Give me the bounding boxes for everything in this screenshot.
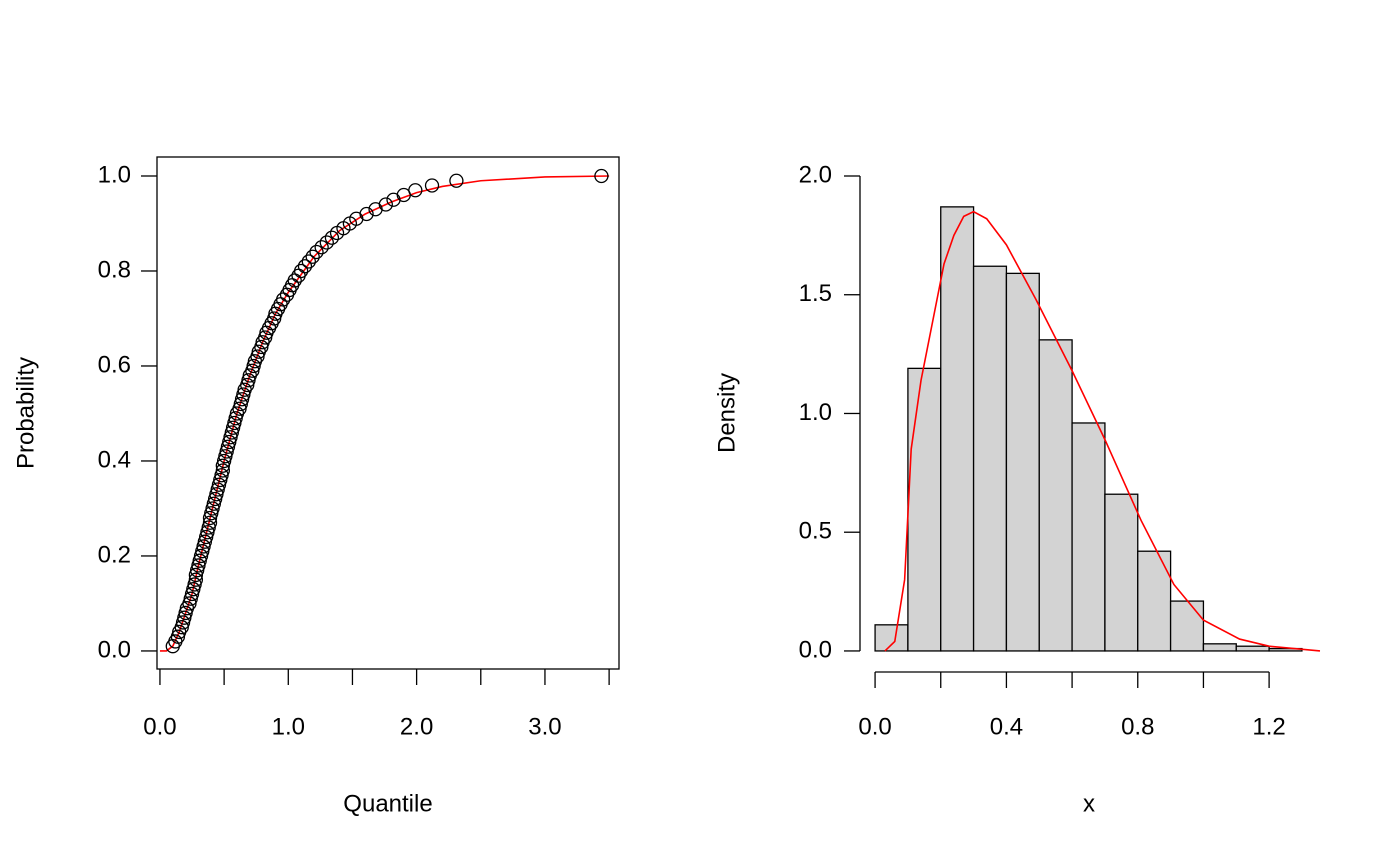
point <box>594 168 609 184</box>
y-tick-label: 0.5 <box>799 518 832 545</box>
bar <box>1137 550 1172 652</box>
y-tick-label: 0.6 <box>98 351 131 378</box>
point <box>359 206 374 222</box>
x-axis-title: x <box>1083 790 1095 817</box>
y-tick-label: 1.0 <box>98 161 131 188</box>
bar <box>1169 600 1205 652</box>
point <box>309 244 324 260</box>
bar <box>1235 645 1270 652</box>
point <box>449 173 464 188</box>
x-tick-label: 1.2 <box>1252 713 1285 740</box>
x-tick-label: 2.0 <box>400 713 433 740</box>
bar <box>1071 422 1106 652</box>
point <box>305 249 320 264</box>
point <box>293 263 309 279</box>
density-curve <box>884 210 1321 652</box>
point <box>378 197 393 212</box>
point <box>319 235 334 250</box>
y-axis-title: Density <box>713 373 740 453</box>
point <box>202 515 218 530</box>
x-tick-label: 1.0 <box>272 713 305 740</box>
x-tick-label: 0.8 <box>1121 713 1154 740</box>
point <box>297 259 313 274</box>
y-axis-title: Probability <box>12 357 39 469</box>
y-tick-label: 0.0 <box>98 636 131 663</box>
bar <box>1202 643 1237 652</box>
point <box>424 178 440 193</box>
bar <box>940 206 975 652</box>
point <box>215 463 230 478</box>
bar <box>1005 272 1040 652</box>
bar <box>1038 339 1073 652</box>
plot-frame <box>156 156 620 670</box>
bar <box>972 265 1008 652</box>
point <box>324 230 340 245</box>
density-curve <box>159 175 610 652</box>
y-tick-label: 1.5 <box>799 280 832 307</box>
point <box>408 183 423 198</box>
x-tick-label: 0.0 <box>143 713 176 740</box>
point <box>188 572 204 587</box>
x-axis-title: Quantile <box>343 790 432 817</box>
y-tick-label: 0.8 <box>98 256 131 283</box>
y-tick-label: 1.0 <box>799 399 832 426</box>
y-tick-label: 0.0 <box>799 636 832 663</box>
x-tick-label: 0.4 <box>990 713 1023 740</box>
point <box>314 240 329 255</box>
y-tick-label: 0.2 <box>98 541 131 568</box>
x-tick-label: 3.0 <box>528 713 561 740</box>
y-tick-label: 0.4 <box>98 446 131 473</box>
point <box>301 254 316 269</box>
bar <box>907 367 942 652</box>
bar <box>874 624 909 652</box>
bar <box>1104 493 1139 652</box>
x-tick-label: 0.0 <box>858 713 891 740</box>
y-tick-label: 2.0 <box>799 161 832 188</box>
